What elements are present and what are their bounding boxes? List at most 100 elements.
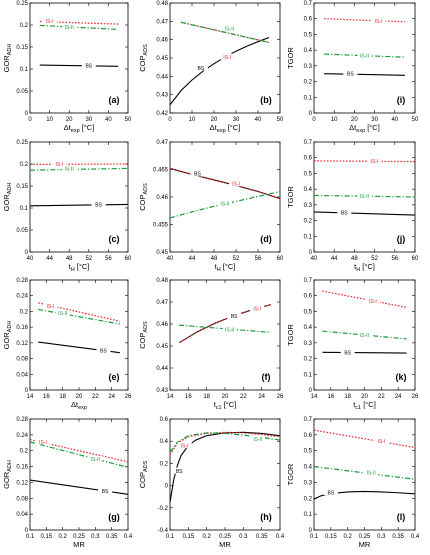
series-label-is-i: IS-I (371, 159, 379, 165)
x-tick-label: 26 (277, 394, 284, 400)
x-tick-label: 22 (378, 394, 385, 400)
y-tick-label: 0.12 (16, 480, 28, 486)
x-tick-label: 14 (311, 394, 318, 400)
series-line-is-i (314, 430, 415, 447)
x-tick-label: 24 (258, 394, 265, 400)
y-tick-label: 0.3 (304, 341, 313, 347)
y-tick-label: 0.05 (16, 89, 28, 95)
panel-label: (a) (109, 95, 120, 105)
x-tick-label: 50 (125, 117, 132, 123)
y-tick-label: 0.4 (160, 439, 169, 445)
y-tick-label: 0.6 (304, 17, 313, 23)
y-tick-label: 0.7 (304, 417, 313, 423)
y-axis-title: COPADS (138, 460, 149, 488)
panel-label: (j) (397, 234, 406, 244)
series-label-bs: BS (194, 172, 201, 178)
x-tick-label: 24 (108, 394, 115, 400)
y-tick-label: 0.48 (156, 1, 168, 7)
series-label-is-ii: IS-II (65, 167, 74, 173)
series-label-is-ii: IS-II (58, 311, 67, 317)
x-tick-label: 10 (331, 117, 338, 123)
series-label-is-i: IS-I (377, 439, 385, 445)
panel-label: (i) (397, 95, 406, 105)
y-tick-label: 0.04 (16, 512, 28, 518)
series-label-is-i: IS-I (223, 55, 231, 61)
y-axis-title: GORADH (2, 321, 13, 350)
x-tick-label: 0.1 (166, 534, 175, 540)
y-tick-label: 0.44 (156, 366, 168, 372)
y-tick-label: 0.2 (20, 309, 29, 315)
series-label-bs: BS (95, 203, 102, 209)
y-tick-label: 0.2 (304, 80, 313, 86)
y-tick-label: 0.47 (156, 19, 168, 25)
panel-label: (g) (108, 512, 120, 522)
y-tick-label: 0.1 (304, 95, 313, 101)
x-tick-label: 0.4 (124, 534, 133, 540)
y-tick-label: 0.7 (304, 1, 313, 7)
x-tick-label: 40 (105, 117, 112, 123)
y-tick-label: 0.4 (304, 325, 313, 331)
y-tick-label: 0.45 (156, 344, 168, 350)
y-tick-label: -0.2 (158, 506, 169, 512)
y-tick-label: 0.48 (156, 278, 168, 284)
x-axis-title: tH [°C] (69, 262, 90, 273)
series-label-is-i: IS-I (253, 306, 261, 312)
x-tick-label: 18 (203, 394, 210, 400)
y-tick-label: 0.08 (16, 496, 28, 502)
x-tick-label: 16 (327, 394, 334, 400)
series-label-is-ii: IS-II (360, 194, 369, 200)
series-line-bs (30, 204, 128, 205)
x-tick-label: 0.3 (377, 534, 386, 540)
y-tick-label: 0.46 (156, 38, 168, 44)
x-tick-label: 0.35 (106, 534, 118, 540)
y-tick-label: 0.46 (156, 195, 168, 201)
y-tick-label: 0.25 (16, 140, 28, 146)
panel-label: (f) (262, 372, 271, 382)
series-label-is-ii: IS-II (253, 437, 262, 443)
series-label-bs: BS (347, 72, 354, 78)
series-label-is-i: IS-I (47, 304, 55, 310)
y-tick-label: 0.43 (156, 93, 168, 99)
y-tick-label: 0.4 (304, 187, 313, 193)
series-label-is-ii: IS-II (91, 457, 100, 463)
x-axis-title: Δtexp [°C] (64, 123, 95, 134)
series-label-bs: BS (85, 64, 92, 70)
y-tick-label: 0.28 (16, 417, 28, 423)
y-tick-label: 0.1 (304, 234, 313, 240)
x-axis-title: MR (359, 540, 371, 549)
series-line-is-ii (30, 168, 128, 170)
y-tick-label: 0.465 (153, 168, 169, 174)
x-tick-label: 18 (344, 394, 351, 400)
x-tick-label: 0.3 (91, 534, 100, 540)
series-label-is-i: IS-I (369, 299, 377, 305)
x-tick-label: 0.35 (256, 534, 268, 540)
panel-label: (k) (396, 372, 407, 382)
series-line-is-ii (40, 25, 118, 29)
x-tick-label: 0.2 (343, 534, 352, 540)
y-tick-label: 0.5 (304, 449, 313, 455)
series-line-bs (314, 212, 415, 215)
x-tick-label: 10 (189, 117, 196, 123)
panel-label: (e) (109, 372, 120, 382)
series-line-is-i (170, 168, 280, 198)
y-tick-label: -0.4 (158, 528, 169, 534)
x-axis-title: tc1 [°C] (353, 400, 376, 411)
panel-label: (l) (397, 512, 406, 522)
series-label-bs: BS (100, 349, 107, 355)
x-axis-title: Δtexp [°C] (210, 123, 241, 134)
y-axis-title: GORADH (2, 183, 13, 212)
x-tick-label: 24 (395, 394, 402, 400)
x-tick-label: 22 (240, 394, 247, 400)
y-tick-label: 0.12 (16, 341, 28, 347)
series-label-is-ii: IS-II (360, 53, 369, 59)
y-tick-label: 0.16 (16, 465, 28, 471)
x-axis-title: tH [°C] (354, 262, 375, 273)
y-axis-title: COPADS (138, 321, 149, 349)
